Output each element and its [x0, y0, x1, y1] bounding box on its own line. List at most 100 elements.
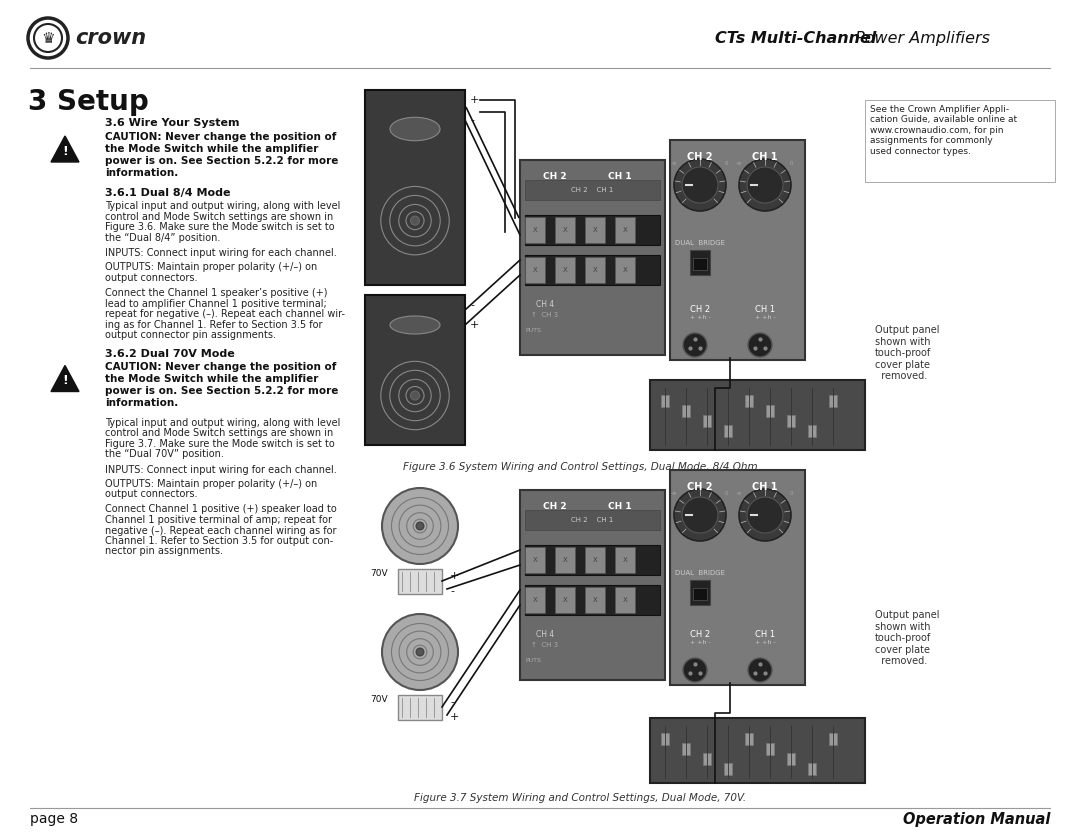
Text: CH 1: CH 1 — [755, 630, 775, 639]
Text: 3.6 Wire Your System: 3.6 Wire Your System — [105, 118, 240, 128]
Circle shape — [739, 489, 791, 541]
Text: -: - — [470, 115, 474, 125]
Text: + +h -: + +h - — [690, 315, 711, 320]
Text: CH 2: CH 2 — [690, 630, 710, 639]
Text: +: + — [450, 712, 459, 722]
Bar — [585, 547, 605, 573]
Text: CH 1: CH 1 — [608, 172, 632, 181]
Text: repeat for negative (–). Repeat each channel wir-: repeat for negative (–). Repeat each cha… — [105, 309, 345, 319]
Text: Figure 3.7. Make sure the Mode switch is set to: Figure 3.7. Make sure the Mode switch is… — [105, 439, 335, 449]
Bar — [615, 587, 635, 613]
Bar — [693, 588, 707, 600]
Text: ↑  CH 3: ↑ CH 3 — [531, 642, 558, 648]
Text: X: X — [593, 267, 597, 273]
Text: X: X — [532, 227, 538, 233]
Text: 70V: 70V — [370, 570, 388, 579]
Text: negative (–). Repeat each channel wiring as for: negative (–). Repeat each channel wiring… — [105, 525, 337, 535]
Text: Figure 3.6. Make sure the Mode switch is set to: Figure 3.6. Make sure the Mode switch is… — [105, 222, 335, 232]
Text: output connectors.: output connectors. — [105, 273, 198, 283]
Bar — [681, 743, 690, 755]
Text: Figure 3.6 System Wiring and Control Settings, Dual Mode, 8/4 Ohm: Figure 3.6 System Wiring and Control Set… — [403, 462, 757, 472]
Bar — [555, 257, 575, 283]
Text: 3 Setup: 3 Setup — [28, 88, 149, 116]
Text: the “Dual 8/4” position.: the “Dual 8/4” position. — [105, 233, 220, 243]
Bar — [724, 763, 732, 775]
Text: Operation Manual: Operation Manual — [903, 812, 1050, 827]
Bar — [787, 753, 795, 765]
Text: X: X — [532, 267, 538, 273]
Bar — [681, 405, 690, 417]
Bar — [690, 580, 710, 605]
Bar — [525, 587, 545, 613]
Circle shape — [748, 658, 772, 682]
Text: X: X — [532, 597, 538, 603]
Text: DUAL  BRIDGE: DUAL BRIDGE — [675, 240, 725, 246]
Text: X: X — [623, 227, 627, 233]
Bar — [525, 510, 660, 530]
Text: 0: 0 — [725, 490, 728, 495]
Circle shape — [382, 614, 458, 690]
Bar — [693, 258, 707, 270]
Text: +: + — [450, 571, 459, 581]
Bar — [670, 470, 805, 685]
Ellipse shape — [390, 118, 440, 141]
Text: nector pin assignments.: nector pin assignments. — [105, 546, 222, 556]
Bar — [661, 733, 669, 745]
Text: information.: information. — [105, 168, 178, 178]
Circle shape — [410, 216, 419, 225]
Circle shape — [410, 391, 419, 400]
Text: ing as for Channel 1. Refer to Section 3.5 for: ing as for Channel 1. Refer to Section 3… — [105, 319, 323, 329]
Text: Output panel
shown with
touch-proof
cover plate
  removed.: Output panel shown with touch-proof cove… — [875, 325, 940, 381]
Text: control and Mode Switch settings are shown in: control and Mode Switch settings are sho… — [105, 428, 334, 438]
Bar — [829, 395, 837, 407]
Text: CH 4: CH 4 — [536, 300, 554, 309]
Bar — [399, 569, 442, 594]
Text: CH 4: CH 4 — [536, 630, 554, 639]
Circle shape — [28, 18, 68, 58]
Text: 0: 0 — [789, 160, 793, 165]
Text: ↑  CH 3: ↑ CH 3 — [531, 312, 558, 318]
Bar — [808, 425, 816, 437]
Text: + +h -: + +h - — [690, 640, 711, 645]
Text: OUTPUTS: Maintain proper polarity (+/–) on: OUTPUTS: Maintain proper polarity (+/–) … — [105, 262, 318, 272]
Text: X: X — [563, 227, 567, 233]
Circle shape — [416, 522, 423, 530]
Bar — [525, 257, 545, 283]
Text: PUTS: PUTS — [525, 658, 541, 663]
Bar — [399, 695, 442, 720]
Circle shape — [416, 648, 423, 656]
Text: Connect the Channel 1 speaker’s positive (+): Connect the Channel 1 speaker’s positive… — [105, 288, 327, 298]
Text: Figure 3.7 System Wiring and Control Settings, Dual Mode, 70V.: Figure 3.7 System Wiring and Control Set… — [414, 793, 746, 803]
Bar — [865, 100, 1055, 182]
Text: power is on. See Section 5.2.2 for more: power is on. See Section 5.2.2 for more — [105, 156, 338, 166]
Text: 0: 0 — [789, 490, 793, 495]
Text: -∞: -∞ — [671, 490, 677, 495]
Text: CH 2: CH 2 — [543, 502, 567, 511]
Bar — [766, 405, 774, 417]
Text: Output panel
shown with
touch-proof
cover plate
  removed.: Output panel shown with touch-proof cove… — [875, 610, 940, 666]
Circle shape — [674, 159, 726, 211]
Bar — [519, 490, 665, 680]
Circle shape — [748, 333, 772, 357]
Text: -∞: -∞ — [735, 160, 742, 165]
Bar — [615, 257, 635, 283]
Bar — [585, 257, 605, 283]
Text: CH 1: CH 1 — [753, 482, 778, 492]
Bar — [555, 217, 575, 243]
Circle shape — [681, 497, 718, 533]
Text: Channel 1 positive terminal of amp; repeat for: Channel 1 positive terminal of amp; repe… — [105, 515, 332, 525]
Bar — [525, 255, 660, 285]
Bar — [745, 395, 753, 407]
Text: page 8: page 8 — [30, 812, 78, 826]
Text: Typical input and output wiring, along with level: Typical input and output wiring, along w… — [105, 418, 340, 428]
Bar — [585, 587, 605, 613]
Text: +: + — [470, 320, 480, 330]
Bar — [555, 587, 575, 613]
Circle shape — [739, 159, 791, 211]
Text: +: + — [470, 95, 480, 105]
Bar — [525, 547, 545, 573]
Bar — [829, 733, 837, 745]
Circle shape — [683, 658, 707, 682]
Text: -: - — [450, 697, 454, 707]
Text: 3.6.1 Dual 8/4 Mode: 3.6.1 Dual 8/4 Mode — [105, 188, 230, 198]
